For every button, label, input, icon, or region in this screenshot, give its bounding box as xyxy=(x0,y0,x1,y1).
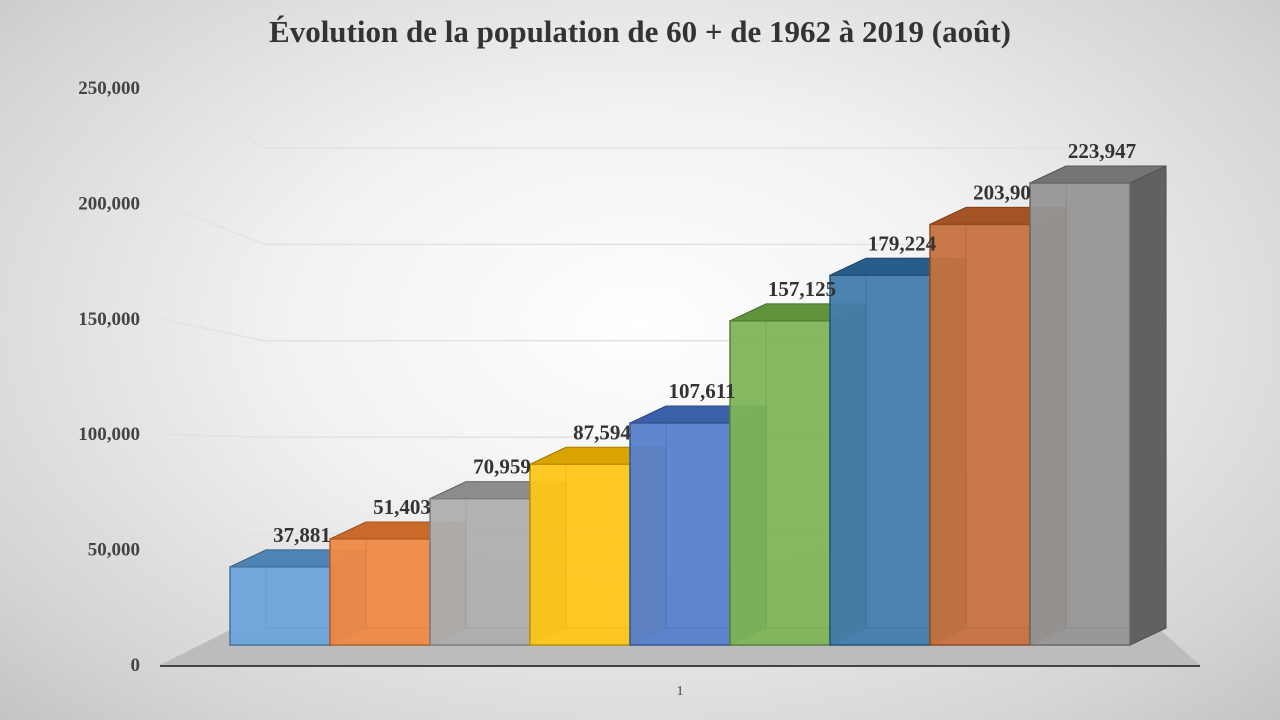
y-tick-label: 150,000 xyxy=(78,309,140,330)
y-tick-label: 0 xyxy=(131,655,141,676)
bar-2 xyxy=(329,538,431,646)
bar-side xyxy=(1129,165,1167,646)
data-label: 70,959 xyxy=(473,455,531,479)
data-label: 107,611 xyxy=(668,379,735,403)
y-tick-label: 50,000 xyxy=(88,540,140,561)
bar-6 xyxy=(729,320,831,646)
y-tick-label: 100,000 xyxy=(78,424,140,445)
data-label: 157,125 xyxy=(768,277,836,301)
gridline xyxy=(159,87,1160,149)
data-label: 37,881 xyxy=(273,523,331,547)
chart-title: Évolution de la population de 60 + de 19… xyxy=(269,14,1011,49)
data-label: 223,947 xyxy=(1068,139,1136,163)
bar-9 xyxy=(1029,182,1131,646)
gridline xyxy=(159,202,1160,246)
bar-1 xyxy=(229,566,331,646)
bar-inner-edge xyxy=(1065,165,1131,629)
bar-3 xyxy=(429,497,531,646)
data-label: 87,594 xyxy=(573,420,631,444)
data-label: 51,403 xyxy=(373,495,431,519)
bar-7 xyxy=(829,274,931,646)
x-category-label: 1 xyxy=(677,684,684,699)
bar-4 xyxy=(529,463,631,646)
bar-8 xyxy=(929,223,1031,646)
data-label: 203,90 xyxy=(973,180,1031,204)
y-tick-label: 250,000 xyxy=(78,78,140,99)
data-label: 179,224 xyxy=(868,231,937,255)
y-tick-label: 200,000 xyxy=(78,193,140,214)
bar-5 xyxy=(629,422,731,646)
